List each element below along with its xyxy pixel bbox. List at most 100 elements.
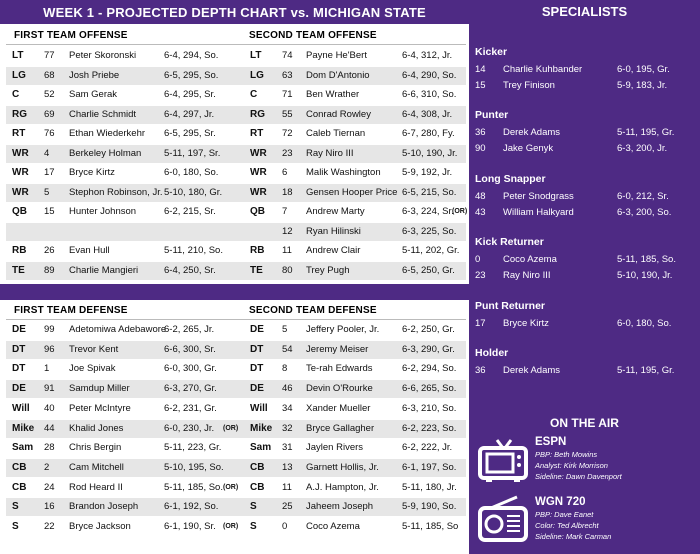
specialist-info: 5-11, 195, Gr. [617,365,675,376]
second-team-position: Sam [250,442,272,454]
specialist-heading: Holder [475,347,509,359]
specialist-number: 43 [475,207,486,218]
first-team-position: DT [12,343,26,355]
first-team-player-name: Bryce Jackson [69,521,131,532]
second-team-player-name: Xander Mueller [306,402,371,414]
second-team-position: DE [250,324,264,335]
specialist-number: 36 [475,127,486,138]
first-team-player-name: Berkeley Holman [69,147,142,159]
second-team-number: 12 [282,225,293,237]
second-team-player-name: Malik Washington [306,167,381,178]
radio-network-name: WGN 720 [535,496,586,508]
tv-crew-line: PBP: Beth Mowins [535,450,598,459]
specialist-info: 6-3, 200, So. [617,207,672,218]
second-team-player-info: 6-4, 312, Jr. [402,50,453,61]
first-team-number: 99 [44,324,55,335]
first-team-player-name: Peter Skoronski [69,50,137,61]
first-team-player-name: Peter McIntyre [69,402,131,414]
radio-icon [477,494,529,544]
first-team-number: 2 [44,461,50,473]
second-team-number: 13 [282,461,293,473]
table-row: 12 Ryan Hilinski 6-3, 225, So. [6,222,466,241]
first-team-player-info: 6-2, 215, Sr. [164,206,216,217]
specialist-info: 6-0, 180, So. [617,318,672,329]
specialist-name: Trey Finison [503,80,555,91]
first-team-player-name: Charlie Mangieri [69,264,139,276]
first-team-player-name: Hunter Johnson [69,206,137,217]
first-team-player-info: 6-4, 295, Sr. [164,89,216,100]
table-row: RB 26 Evan Hull 5-11, 210, So. RB 11 Andrew Cl… [6,242,466,260]
second-team-player-name: Gensen Hooper Price [306,186,398,198]
first-team-number: 40 [44,402,55,414]
second-team-position: WR [250,186,267,198]
first-team-number: 76 [44,128,55,139]
second-team-player-name: Andrew Marty [306,206,365,217]
second-team-position: QB [250,206,265,217]
second-team-player-name: Jaylen Rivers [306,442,364,454]
first-team-player-name: Sam Gerak [69,89,118,100]
specialist-row: 90 Jake Genyk 6-3, 200, Jr. [469,141,700,157]
second-team-position: C [250,89,258,100]
second-team-player-info: 5-11, 185, So [402,521,459,532]
second-team-player-info: 6-2, 294, So. [402,363,457,375]
second-team-player-info: 6-6, 310, So. [402,89,457,100]
specialist-number: 15 [475,80,486,91]
first-team-position: RG [12,108,27,120]
second-team-number: 7 [282,206,288,217]
first-team-player-info: 6-2, 265, Jr. [164,324,215,335]
offense-divider [6,44,466,45]
first-team-player-info: 5-11, 197, Sr. [164,147,221,159]
specialist-number: 48 [475,191,486,202]
first-team-player-info: 5-11, 185, So. [164,481,223,493]
second-team-player-info: 5-10, 190, Jr. [402,147,458,159]
second-team-player-name: Jaheem Joseph [306,501,374,513]
second-team-number: 31 [282,442,293,454]
specialist-number: 90 [475,143,486,154]
first-team-position: WR [12,167,29,178]
first-team-player-name: Brandon Joseph [69,501,139,513]
specialist-row: 23 Ray Niro III 5-10, 190, Jr. [469,268,700,284]
specialist-name: Ray Niro III [503,270,551,281]
first-team-player-name: Rod Heard II [69,481,123,493]
first-team-offense-heading: FIRST TEAM OFFENSE [14,30,128,41]
second-team-position: DE [250,383,264,395]
second-team-or-marker: (OR) [452,208,468,215]
first-team-position: TE [12,264,25,276]
first-team-player-info: 6-4, 294, So. [164,50,219,61]
table-row: WR 4 Berkeley Holman 5-11, 197, Sr. WR 23 Ray … [6,144,466,163]
tv-icon [477,436,529,484]
first-team-position: RT [12,128,26,139]
first-team-player-info: 6-5, 295, So. [164,69,219,81]
first-team-player-name: Adetomiwa Adebawore [69,324,167,335]
first-team-number: 68 [44,69,55,81]
second-team-position: CB [250,481,265,493]
specialists-panel: SPECIALISTS Kicker 14 Charlie Kuhbander 6-0… [469,0,700,554]
on-the-air-title: ON THE AIR [550,416,619,430]
specialist-name: Derek Adams [503,365,561,376]
second-team-player-info: 6-2, 223, So. [402,422,457,434]
first-team-position: RB [12,245,27,256]
radio-crew-line: PBP: Dave Eanet [535,510,594,519]
first-team-position: DE [12,383,26,395]
first-team-position: LT [12,50,24,61]
specialist-row: 43 William Halkyard 6-3, 200, So. [469,205,700,221]
first-team-position: LG [12,69,26,81]
first-team-position: C [12,89,20,100]
first-team-player-info: 6-1, 190, Sr. [164,521,216,532]
specialist-number: 23 [475,270,486,281]
second-team-number: 6 [282,167,288,178]
specialist-row: 15 Trey Finison 5-9, 183, Jr. [469,78,700,94]
second-team-position: S [250,501,257,513]
specialist-name: Jake Genyk [503,143,554,154]
second-team-number: 18 [282,186,293,198]
second-team-position: S [250,521,257,532]
second-team-player-name: Ray Niro III [306,147,354,159]
table-row: C 52 Sam Gerak 6-4, 295, Sr. C 71 Ben Wrather 6… [6,86,466,104]
second-team-number: 34 [282,402,293,414]
first-team-player-info: 6-1, 192, So. [164,501,219,513]
table-row: CB 2 Cam Mitchell 5-10, 195, So. CB 13 Garnett… [6,458,466,477]
specialist-name: William Halkyard [503,207,574,218]
specialist-number: 0 [475,254,481,265]
first-team-position: DE [12,324,26,335]
second-team-offense-heading: SECOND TEAM OFFENSE [249,30,377,41]
